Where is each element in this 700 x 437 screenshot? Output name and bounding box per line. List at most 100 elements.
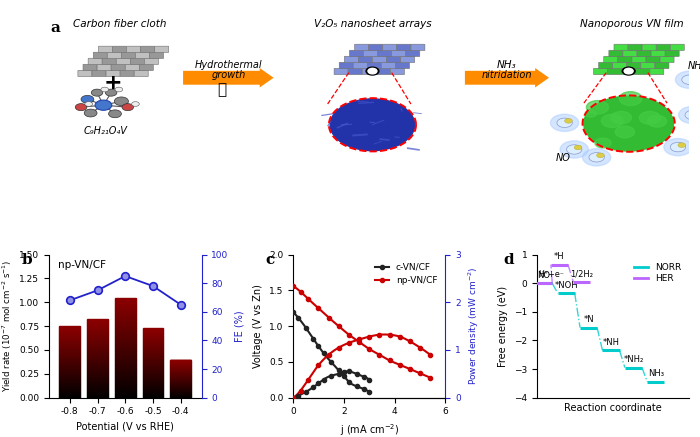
Bar [60, 326, 80, 327]
Bar [115, 318, 136, 319]
Bar [170, 373, 191, 374]
Bar [115, 385, 136, 386]
Bar [115, 394, 136, 395]
Bar [87, 321, 108, 323]
Bar [60, 332, 80, 333]
Bar [115, 334, 136, 335]
Circle shape [368, 68, 377, 74]
Bar [170, 385, 191, 386]
Bar [170, 363, 191, 364]
Bar [143, 376, 163, 377]
Bar [143, 381, 163, 382]
Bar [115, 339, 136, 340]
Bar [87, 328, 108, 329]
Bar [60, 372, 80, 373]
Bar [143, 346, 163, 347]
Bar [115, 371, 136, 373]
Bar [60, 366, 80, 367]
Bar [115, 383, 136, 384]
FancyBboxPatch shape [657, 44, 670, 51]
Bar [87, 336, 108, 337]
Circle shape [622, 67, 635, 75]
Bar [143, 330, 163, 331]
Bar [143, 386, 163, 387]
Bar [143, 361, 163, 362]
Bar [143, 396, 163, 397]
Bar [87, 334, 108, 335]
Circle shape [366, 67, 379, 75]
Circle shape [585, 119, 604, 131]
Bar [60, 361, 80, 362]
Bar [143, 391, 163, 392]
Bar [143, 344, 163, 345]
Bar [143, 336, 163, 337]
Bar [115, 308, 136, 309]
FancyBboxPatch shape [377, 50, 391, 56]
Bar [143, 341, 163, 342]
Circle shape [634, 124, 655, 137]
Bar [170, 389, 191, 390]
Bar [60, 379, 80, 380]
Bar [87, 377, 108, 378]
FancyBboxPatch shape [340, 62, 354, 69]
Bar [60, 376, 80, 377]
Circle shape [661, 113, 682, 125]
FancyBboxPatch shape [141, 46, 155, 52]
Bar [170, 384, 191, 385]
Bar [60, 378, 80, 379]
Circle shape [690, 76, 697, 80]
Bar [170, 388, 191, 389]
Y-axis label: Yield rate (10$^{-7}$ mol cm$^{-2}$ s$^{-1}$): Yield rate (10$^{-7}$ mol cm$^{-2}$ s$^{… [0, 260, 13, 392]
Bar [60, 388, 80, 389]
FancyBboxPatch shape [368, 62, 382, 69]
Bar [143, 378, 163, 379]
Bar [115, 319, 136, 320]
Text: nitridation: nitridation [482, 70, 532, 80]
FancyBboxPatch shape [97, 64, 111, 70]
Bar [87, 364, 108, 365]
Bar [115, 305, 136, 306]
FancyBboxPatch shape [139, 64, 153, 70]
FancyBboxPatch shape [671, 44, 685, 51]
Bar [60, 338, 80, 339]
Bar [60, 362, 80, 363]
Bar [115, 321, 136, 323]
Bar [143, 375, 163, 376]
Bar [87, 371, 108, 372]
Bar [143, 397, 163, 398]
Bar [115, 347, 136, 349]
Bar [143, 379, 163, 380]
Bar [115, 312, 136, 314]
Bar [143, 363, 163, 364]
Bar [170, 381, 191, 382]
Bar [87, 372, 108, 373]
Text: 1/2H₂: 1/2H₂ [570, 269, 594, 278]
Bar [115, 345, 136, 347]
Bar [87, 351, 108, 352]
Bar [115, 325, 136, 326]
Circle shape [646, 137, 666, 149]
Bar [115, 316, 136, 318]
Bar [115, 374, 136, 375]
Bar [60, 355, 80, 356]
Bar [60, 333, 80, 334]
FancyBboxPatch shape [344, 56, 358, 62]
Text: NO: NO [537, 271, 550, 280]
FancyBboxPatch shape [609, 50, 623, 56]
Bar [87, 358, 108, 360]
Circle shape [101, 87, 108, 92]
Circle shape [582, 149, 610, 166]
Circle shape [557, 118, 573, 128]
Bar [143, 392, 163, 393]
Bar [87, 348, 108, 349]
Bar [170, 362, 191, 363]
Bar [115, 306, 136, 308]
Bar [170, 392, 191, 393]
Bar [115, 320, 136, 321]
Bar [143, 369, 163, 370]
Bar [60, 352, 80, 353]
Circle shape [596, 153, 604, 158]
Bar [143, 331, 163, 332]
Text: growth: growth [211, 70, 246, 80]
Bar [60, 354, 80, 355]
